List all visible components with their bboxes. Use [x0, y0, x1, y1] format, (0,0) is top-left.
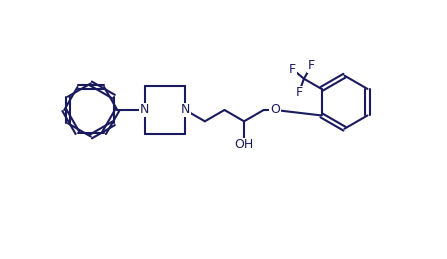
Text: O: O — [270, 104, 280, 117]
Text: OH: OH — [234, 138, 254, 151]
Text: F: F — [308, 59, 315, 73]
Text: N: N — [140, 104, 149, 117]
Text: F: F — [295, 86, 303, 99]
Text: F: F — [289, 63, 296, 76]
Text: N: N — [181, 104, 190, 117]
